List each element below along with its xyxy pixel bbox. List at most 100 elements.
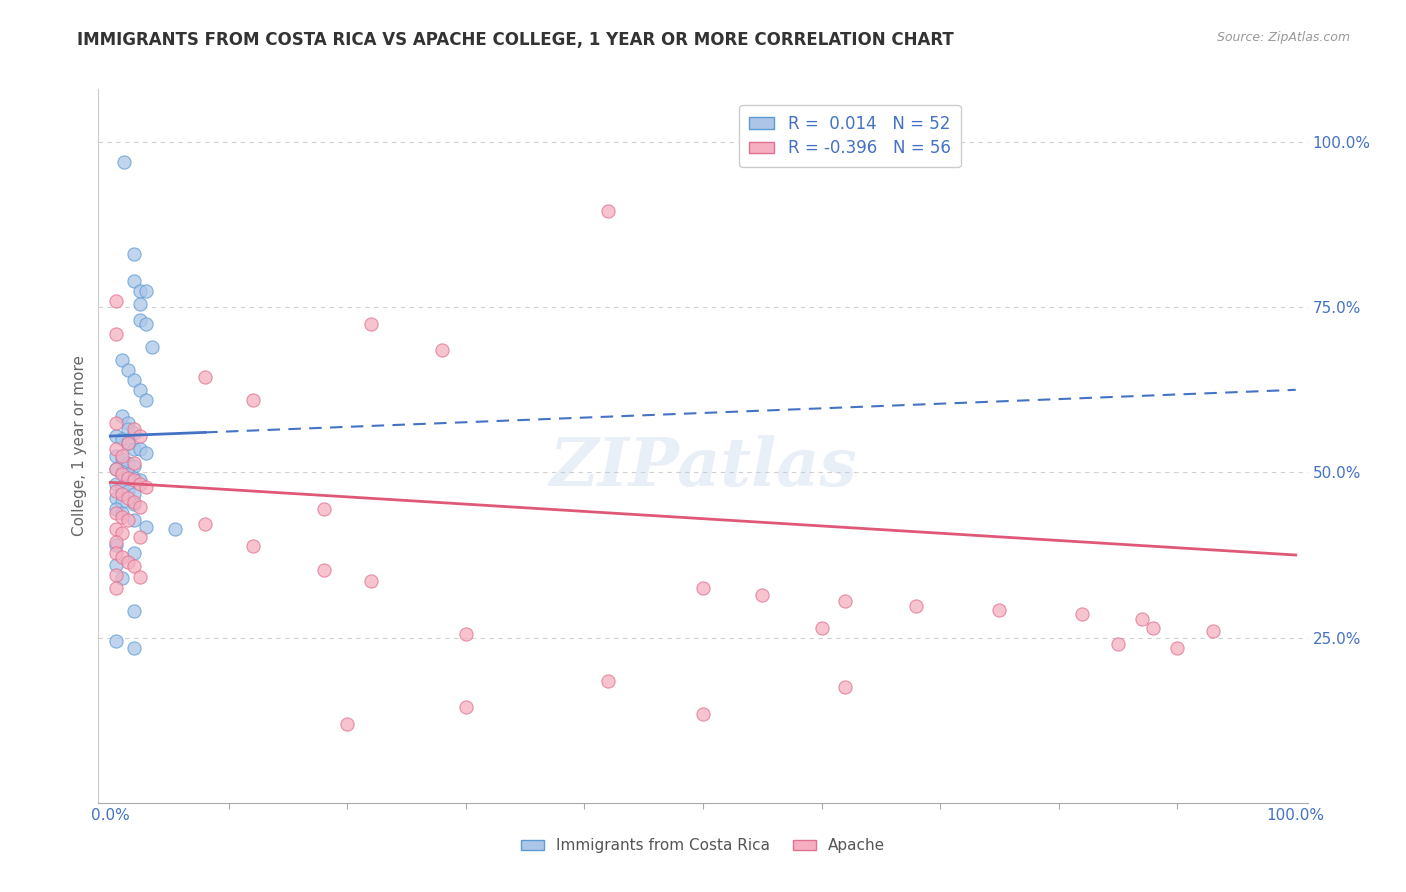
Point [117, 363, 139, 377]
Point [111, 510, 134, 524]
Point [1130, 612, 1153, 626]
Point [105, 326, 128, 341]
Point [105, 429, 128, 443]
Point [111, 526, 134, 541]
Point [122, 640, 145, 655]
Point [122, 442, 145, 457]
Point [129, 284, 152, 298]
Point [122, 422, 145, 436]
Point [111, 507, 134, 521]
Point [122, 513, 145, 527]
Text: Source: ZipAtlas.com: Source: ZipAtlas.com [1216, 31, 1350, 45]
Point [105, 462, 128, 476]
Point [905, 599, 928, 613]
Point [111, 486, 134, 500]
Point [122, 458, 145, 473]
Point [105, 507, 128, 521]
Point [834, 680, 856, 694]
Point [141, 340, 163, 354]
Point [105, 634, 128, 648]
Point [105, 567, 128, 582]
Point [105, 483, 128, 498]
Point [122, 486, 145, 500]
Point [135, 284, 157, 298]
Point [111, 549, 134, 564]
Point [242, 392, 264, 407]
Point [454, 700, 477, 714]
Point [122, 604, 145, 618]
Point [105, 442, 128, 457]
Y-axis label: College, 1 year or more: College, 1 year or more [72, 356, 87, 536]
Point [105, 491, 128, 505]
Point [360, 317, 382, 331]
Point [129, 530, 152, 544]
Legend: Immigrants from Costa Rica, Apache: Immigrants from Costa Rica, Apache [515, 832, 891, 859]
Point [111, 495, 134, 509]
Point [111, 353, 134, 368]
Point [105, 522, 128, 536]
Point [117, 555, 139, 569]
Point [135, 480, 157, 494]
Point [122, 497, 145, 511]
Point [598, 673, 620, 688]
Point [1142, 621, 1164, 635]
Point [122, 474, 145, 488]
Point [111, 409, 134, 424]
Point [105, 581, 128, 595]
Point [360, 574, 382, 589]
Point [129, 474, 152, 488]
Point [122, 274, 145, 288]
Point [117, 483, 139, 498]
Point [111, 466, 134, 480]
Point [129, 570, 152, 584]
Point [129, 383, 152, 397]
Point [117, 491, 139, 505]
Point [122, 471, 145, 485]
Point [117, 422, 139, 436]
Point [598, 204, 620, 219]
Point [135, 317, 157, 331]
Point [111, 433, 134, 447]
Point [105, 449, 128, 463]
Point [129, 297, 152, 311]
Point [111, 449, 134, 463]
Point [111, 452, 134, 467]
Point [165, 522, 187, 536]
Point [111, 571, 134, 585]
Point [117, 435, 139, 450]
Point [122, 373, 145, 387]
Point [194, 369, 217, 384]
Point [117, 471, 139, 485]
Point [105, 558, 128, 572]
Point [122, 456, 145, 470]
Point [114, 154, 136, 169]
Point [432, 343, 454, 358]
Point [1071, 607, 1094, 622]
Point [105, 546, 128, 560]
Point [122, 247, 145, 261]
Point [1166, 640, 1188, 655]
Point [122, 546, 145, 560]
Point [117, 513, 139, 527]
Point [122, 425, 145, 440]
Point [111, 467, 134, 481]
Point [129, 313, 152, 327]
Text: ZIPatlas: ZIPatlas [550, 435, 856, 500]
Point [312, 501, 335, 516]
Point [1107, 637, 1129, 651]
Point [692, 581, 714, 595]
Point [105, 501, 128, 516]
Point [135, 445, 157, 459]
Point [454, 627, 477, 641]
Point [117, 435, 139, 450]
Point [105, 477, 128, 491]
Point [117, 467, 139, 481]
Point [810, 621, 832, 635]
Point [105, 462, 128, 476]
Point [105, 538, 128, 552]
Point [135, 519, 157, 533]
Point [194, 516, 217, 531]
Point [988, 603, 1011, 617]
Point [751, 588, 773, 602]
Point [242, 540, 264, 554]
